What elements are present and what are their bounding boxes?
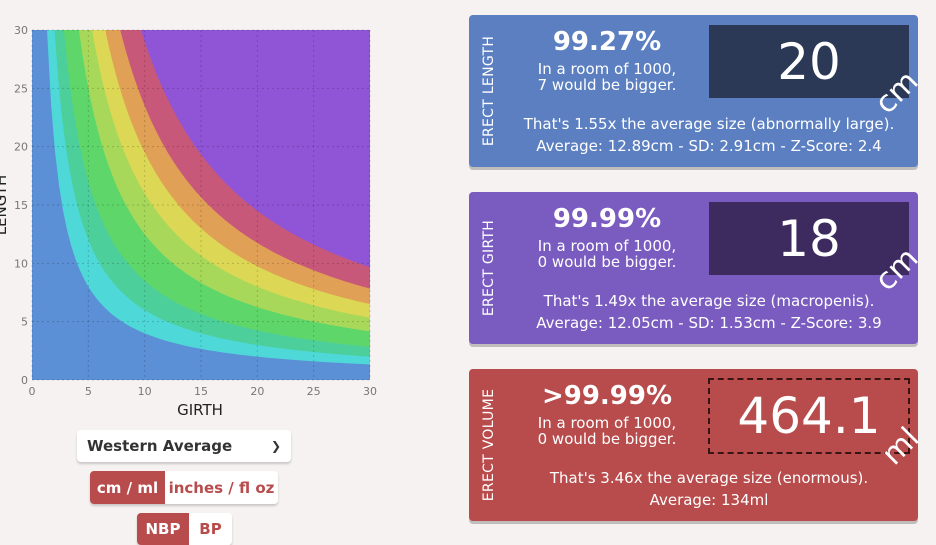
y-axis-label: LENGTH xyxy=(0,175,10,236)
y-tick-label: 0 xyxy=(21,374,28,387)
y-tick-label: 5 xyxy=(21,316,28,329)
girth-stats: Average: 12.05cm - SD: 1.53cm - Z-Score:… xyxy=(536,314,882,332)
girth-percentile: 99.99% xyxy=(552,204,662,234)
units-option-imperial[interactable]: inches / fl oz xyxy=(165,471,278,504)
girth-room-text: In a room of 1000, 0 would be bigger. xyxy=(517,238,697,270)
volume-card: ERECT VOLUME >99.99% In a room of 1000, … xyxy=(469,369,918,521)
girth-value: 18 xyxy=(709,202,909,275)
chart-bands xyxy=(32,30,371,380)
y-tick-label: 15 xyxy=(14,199,28,212)
length-description: That's 1.55x the average size (abnormall… xyxy=(523,115,895,133)
girth-room-line2: 0 would be bigger. xyxy=(537,253,677,271)
length-room-line2: 7 would be bigger. xyxy=(537,76,677,94)
chart-grid xyxy=(31,29,371,381)
volume-percentile: >99.99% xyxy=(541,381,673,411)
size-chart[interactable]: 0 5 10 15 20 25 30 0 5 10 15 20 25 30 GIRTH LENGTH xyxy=(0,0,400,425)
girth-room-line1: In a room of 1000, xyxy=(537,237,677,255)
x-tick-label: 25 xyxy=(307,385,321,398)
mode-toggle: NBP BP xyxy=(137,513,232,545)
volume-value: 464.1 xyxy=(708,378,910,454)
x-tick-label: 15 xyxy=(194,385,208,398)
volume-stats: Average: 134ml xyxy=(649,491,769,509)
length-card-label: ERECT LENGTH xyxy=(481,35,497,147)
mode-option-bp[interactable]: BP xyxy=(189,513,232,545)
y-tick-label: 10 xyxy=(14,257,28,270)
x-tick-label: 0 xyxy=(29,385,36,398)
length-value: 20 xyxy=(709,25,909,98)
chart-ticks: 0 5 10 15 20 25 30 0 5 10 15 20 25 30 xyxy=(14,24,377,398)
mode-option-nbp[interactable]: NBP xyxy=(137,513,189,545)
chart-band-9 xyxy=(140,30,370,268)
length-stats: Average: 12.89cm - SD: 2.91cm - Z-Score:… xyxy=(536,137,882,155)
volume-card-label: ERECT VOLUME xyxy=(481,388,498,502)
chevron-down-icon: ❯ xyxy=(270,439,281,453)
x-axis-label: GIRTH xyxy=(177,401,223,419)
volume-room-line2: 0 would be bigger. xyxy=(537,430,677,448)
y-tick-label: 25 xyxy=(14,82,28,95)
population-select[interactable]: Western Average ❯ xyxy=(77,430,291,462)
girth-card-label: ERECT GIRTH xyxy=(481,219,498,317)
girth-card: ERECT GIRTH 99.99% In a room of 1000, 0 … xyxy=(469,192,918,344)
volume-room-line1: In a room of 1000, xyxy=(537,414,677,432)
volume-description: That's 3.46x the average size (enormous)… xyxy=(549,469,869,487)
volume-room-text: In a room of 1000, 0 would be bigger. xyxy=(517,415,697,447)
length-room-line1: In a room of 1000, xyxy=(537,60,677,78)
y-tick-label: 30 xyxy=(14,24,28,37)
length-percentile: 99.27% xyxy=(552,27,662,57)
length-room-text: In a room of 1000, 7 would be bigger. xyxy=(517,61,697,93)
x-tick-label: 20 xyxy=(250,385,264,398)
units-option-metric[interactable]: cm / ml xyxy=(90,471,165,504)
population-select-value: Western Average xyxy=(87,437,233,455)
x-tick-label: 10 xyxy=(138,385,152,398)
length-card: ERECT LENGTH 99.27% In a room of 1000, 7… xyxy=(469,15,918,167)
y-tick-label: 20 xyxy=(14,141,28,154)
girth-description: That's 1.49x the average size (macropeni… xyxy=(543,292,875,310)
x-tick-label: 30 xyxy=(363,385,377,398)
units-toggle: cm / ml inches / fl oz xyxy=(90,471,278,504)
x-tick-label: 5 xyxy=(85,385,92,398)
